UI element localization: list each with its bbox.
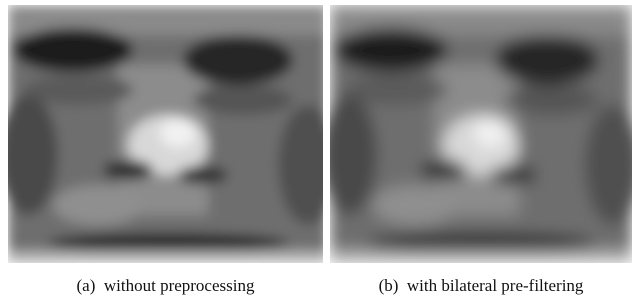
caption: (b) with bilateral pre-filtering [330, 276, 632, 296]
page: (a) without preprocessing (b) with bilat… [0, 0, 638, 301]
image-without-preprocessing [8, 5, 323, 263]
caption: (a) without preprocessing [8, 276, 323, 296]
image-with-bilateral-filtering [330, 5, 632, 263]
